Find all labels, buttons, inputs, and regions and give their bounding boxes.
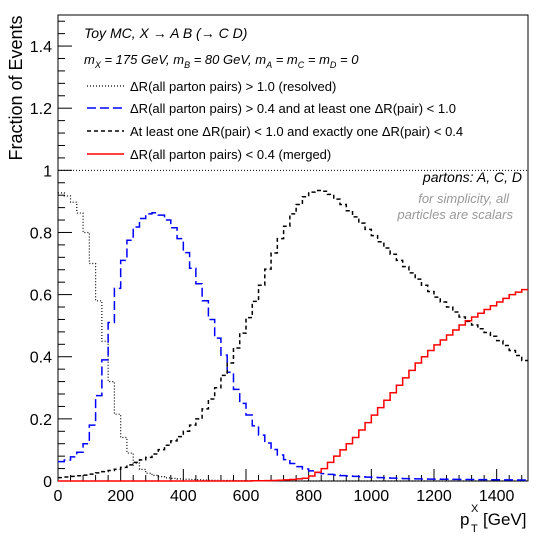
y-tick-label-1.4: 1.4	[30, 39, 52, 56]
svg-text:T: T	[471, 523, 478, 535]
y-tick-label-1.2: 1.2	[30, 101, 52, 118]
y-tick-label-0.6: 0.6	[30, 288, 52, 305]
header-line2: mX = 175 GeV, mB = 80 GeV, mA = mC = mD …	[84, 52, 359, 70]
x-axis-title: p X T [GeV]	[460, 503, 526, 535]
simplicity-note-line1: for simplicity, all	[418, 191, 510, 206]
x-tick-label-600: 600	[233, 488, 260, 505]
y-tick-label-1: 1	[43, 163, 52, 180]
series-line-3	[58, 288, 528, 482]
x-tick-label-200: 200	[107, 488, 134, 505]
x-tick-label-800: 800	[295, 488, 322, 505]
x-tick-label-400: 400	[170, 488, 197, 505]
series-line-0	[58, 192, 528, 482]
x-tick-label-1200: 1200	[416, 488, 452, 505]
y-tick-label-0.2: 0.2	[30, 412, 52, 429]
y-tick-label-0: 0	[43, 474, 52, 491]
legend-label-intermediate: ΔR(all parton pairs) > 0.4 and at least …	[130, 101, 456, 116]
svg-text:mX = 175 GeV, mB = 80 GeV, mA: mX = 175 GeV, mB = 80 GeV, mA = mC = mD …	[84, 52, 359, 70]
x-tick-label-0: 0	[54, 488, 63, 505]
header-line1: Toy MC, X → A B (→ C D)	[84, 25, 247, 41]
legend: ΔR(all parton pairs) > 1.0 (resolved) ΔR…	[87, 79, 463, 162]
series-group	[58, 189, 528, 482]
axis-ticks: 0 200 400 600 800 1000 1200 1400 0 0.2 0.4 0.6 0.8 1 1…	[30, 20, 523, 505]
series-line-1	[58, 211, 528, 481]
partons-note: partons: A, C, D	[422, 169, 522, 185]
simplicity-note-line2: particles are scalars	[396, 207, 513, 222]
y-tick-label-0.4: 0.4	[30, 350, 52, 367]
svg-text:[GeV]: [GeV]	[483, 510, 526, 529]
legend-label-resolved: ΔR(all parton pairs) > 1.0 (resolved)	[130, 79, 336, 94]
plot-frame	[57, 14, 529, 482]
svg-text:p: p	[460, 510, 469, 529]
legend-label-merged: ΔR(all parton pairs) < 0.4 (merged)	[130, 147, 331, 162]
legend-label-onemerged: At least one ΔR(pair) < 1.0 and exactly …	[130, 124, 463, 139]
y-tick-label-0.8: 0.8	[30, 225, 52, 242]
x-tick-label-1000: 1000	[354, 488, 390, 505]
svg-text:X: X	[471, 503, 479, 515]
series-line-2	[58, 189, 528, 479]
x-tick-label-1400: 1400	[479, 488, 515, 505]
y-axis-title: Fraction of Events	[6, 15, 26, 160]
